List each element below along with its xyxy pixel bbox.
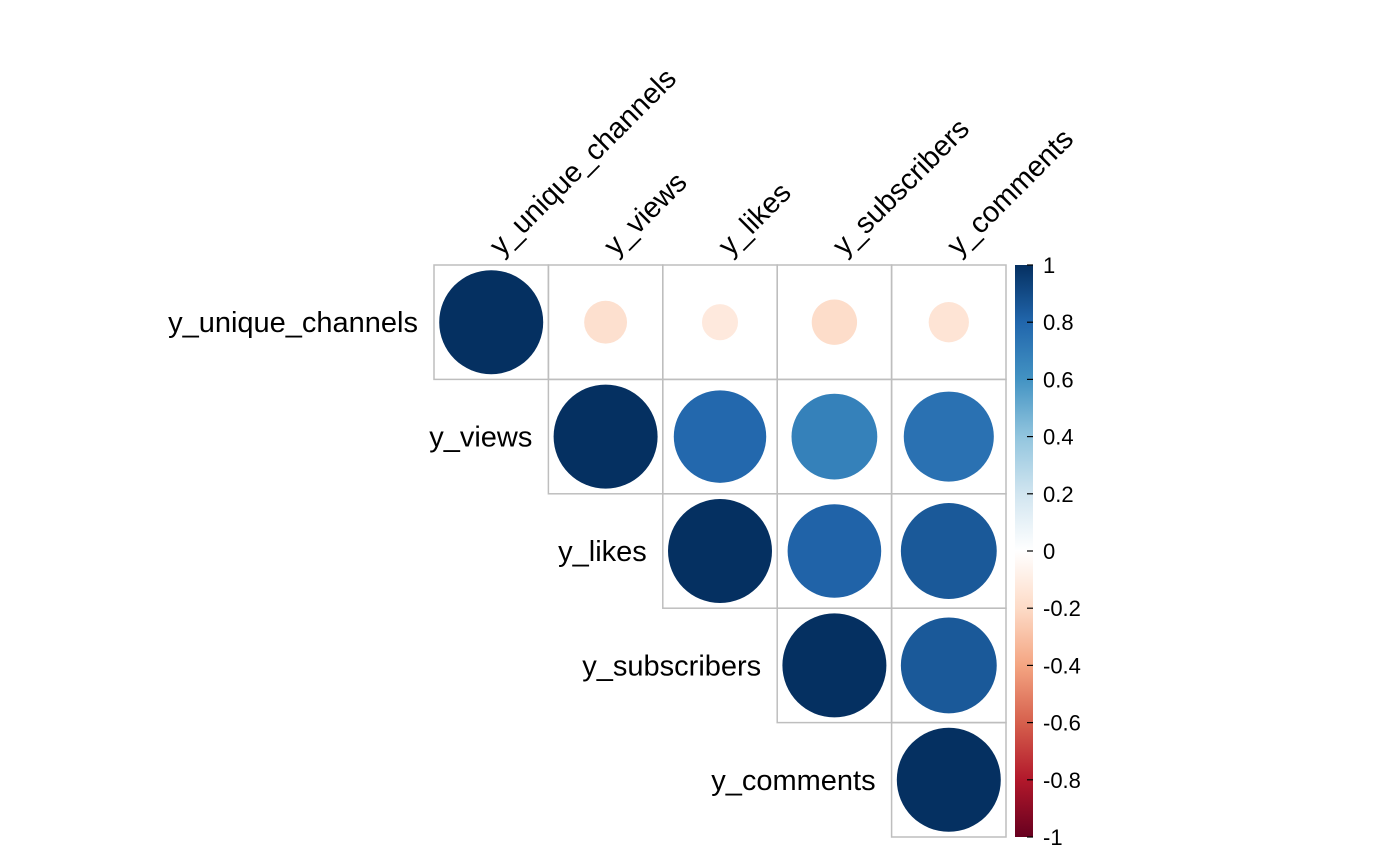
correlation-circle — [900, 617, 997, 714]
colorbar-tick-label: -0.8 — [1043, 768, 1081, 793]
column-label: y_likes — [712, 177, 797, 262]
colorbar-tick-label: 0 — [1043, 539, 1055, 564]
correlation-circle — [896, 727, 1001, 832]
correlation-circle — [439, 270, 544, 375]
colorbar-tick-label: 1 — [1043, 253, 1055, 278]
row-label: y_views — [429, 422, 532, 454]
correlation-circle — [900, 503, 997, 599]
colorbar-tick-label: 0.6 — [1043, 367, 1074, 392]
correlation-circle — [811, 299, 858, 345]
colorbar: 1 0.8 0.6 0.4 0.2 0 -0.2 -0.4 -0.6 -0.8 -1 — [1015, 253, 1081, 850]
correlation-circle — [553, 384, 658, 489]
correlation-circle — [584, 300, 628, 344]
correlation-circle — [782, 613, 887, 718]
correlation-circles — [439, 270, 1001, 832]
colorbar-tick-label: -0.2 — [1043, 596, 1081, 621]
row-label: y_unique_channels — [168, 307, 418, 339]
correlation-circle — [903, 391, 994, 482]
grid-cells — [433, 264, 1007, 838]
colorbar-tick-label: 0.4 — [1043, 425, 1074, 450]
colorbar-tick-label: -1 — [1043, 825, 1063, 850]
colorbar-tick-label: -0.6 — [1043, 711, 1081, 736]
row-label: y_subscribers — [582, 650, 761, 682]
column-label: y_views — [598, 166, 694, 262]
row-label: y_comments — [711, 765, 875, 797]
correlation-circle — [791, 393, 878, 480]
column-label: y_unique_channels — [484, 63, 683, 262]
colorbar-bar — [1015, 265, 1033, 837]
row-label: y_likes — [558, 536, 647, 568]
colorbar-tick-label: 0.2 — [1043, 482, 1074, 507]
correlation-circle — [673, 390, 767, 483]
colorbar-tick-label: -0.4 — [1043, 653, 1081, 678]
grid-cell — [890, 721, 1007, 838]
correlation-circle — [787, 504, 882, 598]
row-labels: y_unique_channels y_views y_likes y_subscri… — [168, 307, 876, 797]
correlation-circle — [701, 304, 739, 341]
colorbar-tick-label: 0.8 — [1043, 310, 1074, 335]
correlation-circle — [928, 302, 969, 343]
correlation-circle — [668, 499, 772, 603]
